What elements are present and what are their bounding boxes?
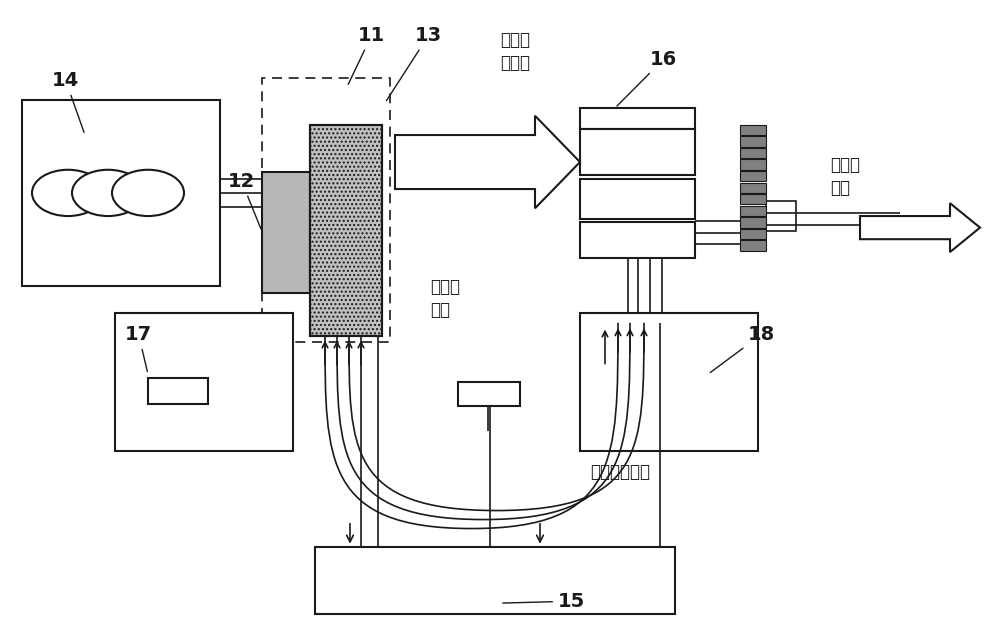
Bar — [740, 183, 766, 193]
Bar — [310, 125, 382, 336]
Bar — [262, 172, 310, 293]
Bar — [580, 179, 695, 219]
Text: 17: 17 — [125, 325, 152, 372]
Bar — [262, 78, 390, 342]
Bar — [315, 547, 675, 614]
Bar — [580, 108, 695, 129]
Circle shape — [32, 170, 104, 216]
Bar — [740, 125, 766, 135]
Bar — [310, 125, 382, 336]
Bar — [740, 148, 766, 158]
Polygon shape — [860, 203, 980, 252]
Bar — [740, 217, 766, 228]
Bar — [458, 382, 520, 406]
Bar — [740, 171, 766, 181]
Bar — [580, 129, 695, 175]
Bar — [115, 313, 293, 451]
Bar — [740, 229, 766, 239]
Bar — [148, 378, 208, 404]
Bar — [580, 313, 758, 451]
Text: 到最终
驱动: 到最终 驱动 — [830, 156, 860, 197]
Bar — [740, 159, 766, 170]
Bar — [740, 206, 766, 216]
Text: 机械动
力路径: 机械动 力路径 — [500, 31, 530, 72]
Bar — [766, 201, 796, 231]
Text: 13: 13 — [387, 26, 442, 100]
Circle shape — [72, 170, 144, 216]
Text: 18: 18 — [710, 325, 775, 372]
Text: 动力管理单元: 动力管理单元 — [590, 463, 650, 481]
Bar — [740, 194, 766, 204]
Text: 16: 16 — [617, 50, 677, 106]
Bar — [740, 136, 766, 147]
Bar — [580, 222, 695, 258]
Text: 15: 15 — [503, 592, 585, 611]
Polygon shape — [395, 116, 580, 208]
Text: 14: 14 — [52, 71, 84, 132]
Circle shape — [112, 170, 184, 216]
Bar — [22, 100, 220, 286]
Text: 11: 11 — [348, 26, 385, 84]
Text: 12: 12 — [228, 172, 261, 229]
Text: 电动力
路径: 电动力 路径 — [430, 278, 460, 319]
Bar — [740, 240, 766, 251]
